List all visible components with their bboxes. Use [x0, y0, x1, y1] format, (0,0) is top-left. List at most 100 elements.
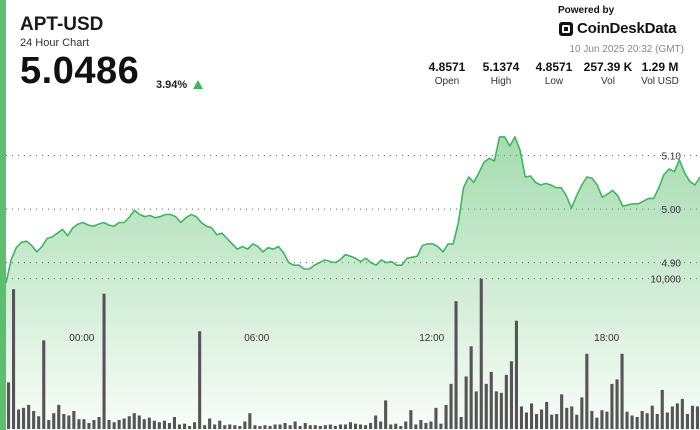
volume-bar	[122, 418, 126, 429]
stat-label: Vol USD	[641, 76, 679, 87]
stat-high: 5.1374 High	[480, 60, 522, 87]
stat-vol: 257.39 K Vol	[582, 60, 634, 87]
volume-bar	[117, 420, 121, 429]
volume-bar	[92, 420, 96, 429]
volume-bar	[172, 417, 176, 429]
volume-bar	[343, 424, 347, 429]
x-tick-label: 00:00	[69, 333, 94, 344]
volume-bar	[404, 421, 408, 429]
volume-bar	[389, 424, 393, 429]
volume-bar	[565, 407, 569, 429]
volume-bar	[630, 415, 634, 429]
volume-bar	[439, 423, 443, 429]
volume-bar	[293, 421, 297, 429]
volume-bar	[137, 415, 141, 429]
volume-bar	[469, 346, 473, 429]
volume-bar	[12, 289, 16, 429]
volume-bar	[514, 320, 518, 429]
volume-bar	[489, 371, 493, 429]
volume-bar	[424, 423, 428, 429]
price-line	[5, 136, 700, 284]
volume-bar	[459, 417, 463, 429]
volume-bar	[625, 411, 629, 429]
volume-bar	[580, 397, 584, 429]
volume-bar	[535, 414, 539, 429]
volume-bar	[238, 426, 242, 429]
volume-bar	[57, 404, 61, 429]
y-tick-label: 5.00	[662, 205, 682, 216]
up-arrow-icon	[193, 80, 203, 89]
volume-bar	[42, 340, 46, 429]
volume-bar	[695, 406, 699, 429]
volume-bar	[575, 414, 579, 429]
timestamp: 10 Jun 2025 20:32 (GMT)	[569, 44, 684, 55]
volume-bar	[680, 398, 684, 429]
volume-bar	[409, 410, 413, 429]
volume-bar	[605, 411, 609, 429]
x-tick-label: 12:00	[419, 333, 444, 344]
volume-bar	[504, 374, 508, 429]
volume-bar	[600, 410, 604, 429]
volume-bar	[620, 353, 624, 429]
volume-bar	[369, 423, 373, 429]
volume-bar	[183, 423, 187, 429]
volume-bar	[540, 409, 544, 429]
volume-bar	[479, 278, 483, 429]
volume-bar	[429, 421, 433, 429]
volume-bar	[595, 417, 599, 429]
volume-bar	[464, 376, 468, 429]
volume-bar	[67, 415, 71, 429]
volume-bar	[167, 423, 171, 429]
volume-bar	[193, 422, 197, 429]
volume-bar	[449, 383, 453, 429]
price-area	[6, 136, 700, 429]
volume-bar	[188, 426, 192, 429]
volume-bar	[318, 426, 322, 429]
volume-bar	[665, 412, 669, 429]
volume-bar	[127, 416, 131, 429]
current-price: 5.0486	[20, 50, 140, 92]
price-change: 3.94%	[156, 79, 188, 91]
volume-bar	[660, 389, 664, 429]
volume-bar	[17, 409, 21, 429]
volume-bar	[37, 416, 41, 429]
volume-bar	[645, 413, 649, 429]
volume-bar	[72, 411, 76, 429]
volume-bar	[208, 418, 212, 429]
volume-bar	[52, 413, 56, 429]
volume-bar	[87, 423, 91, 429]
volume-bar	[22, 407, 26, 429]
volume-bar	[685, 414, 689, 429]
volume-bar	[399, 426, 403, 429]
volume-bar	[157, 422, 161, 429]
volume-bar	[162, 420, 166, 429]
volume-bar	[555, 414, 559, 429]
volume-bar	[47, 420, 51, 429]
volume-bar	[228, 424, 232, 429]
volume-bar	[454, 301, 458, 429]
volume-bar	[338, 424, 342, 429]
y-tick-label: 5.10	[662, 152, 682, 163]
volume-bar	[328, 424, 332, 429]
stat-value: 1.29 M	[641, 60, 679, 74]
volume-bar	[484, 383, 488, 429]
volume-bar	[323, 425, 327, 429]
y-tick-label: 4.90	[662, 259, 682, 270]
volume-bar	[97, 417, 101, 429]
volume-bar	[258, 426, 262, 429]
volume-bar	[218, 420, 222, 429]
volume-bar	[333, 426, 337, 429]
volume-bar	[112, 422, 116, 429]
volume-bar	[32, 411, 36, 429]
volume-bar	[354, 423, 358, 429]
volume-bar	[640, 411, 644, 429]
coindesk-logo-icon	[559, 21, 573, 36]
volume-bar	[107, 420, 111, 429]
volume-bar	[374, 415, 378, 429]
volume-bar	[298, 426, 302, 429]
stat-label: Low	[544, 76, 564, 87]
volume-bar	[233, 425, 237, 429]
volume-bar	[142, 419, 146, 429]
volume-tick-label: 10,000	[650, 275, 681, 286]
volume-bar	[313, 425, 317, 429]
